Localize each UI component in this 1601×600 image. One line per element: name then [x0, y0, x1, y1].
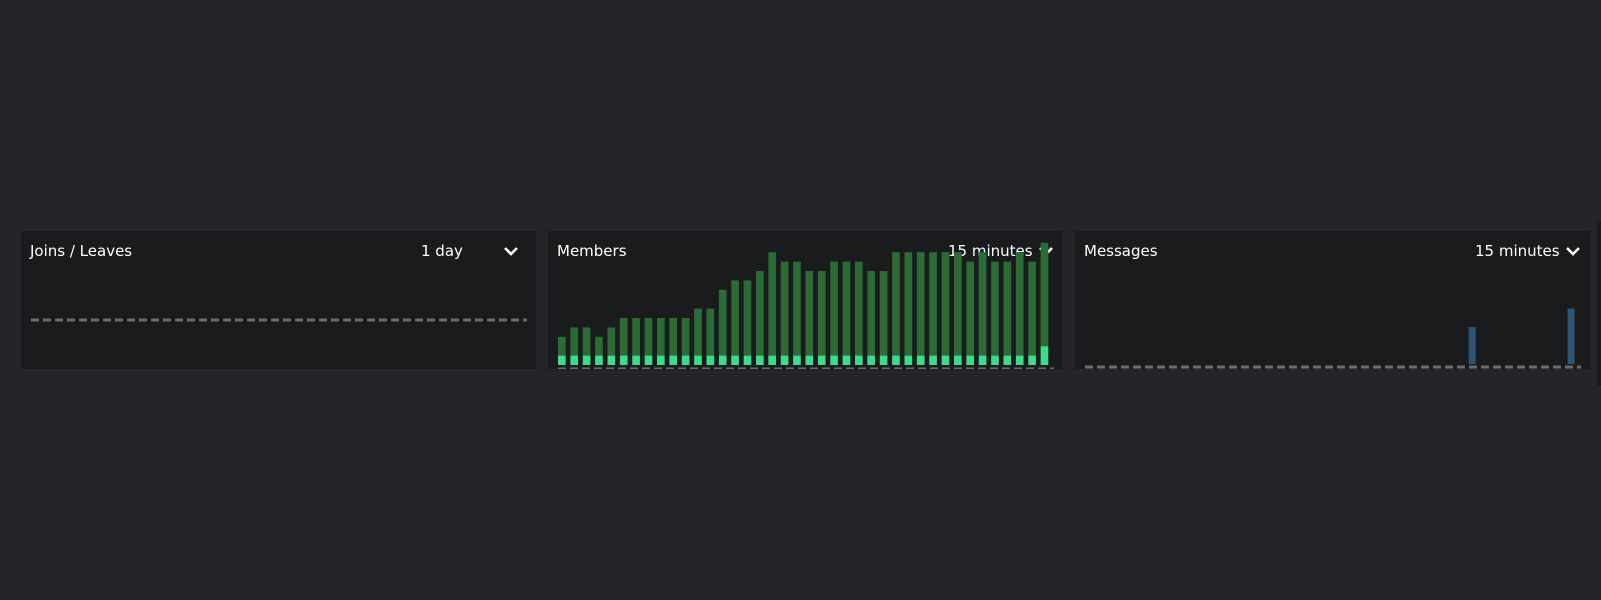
- members-bar-segment: [941, 355, 950, 365]
- members-bar: [657, 318, 665, 356]
- scrollbar-track[interactable]: [1597, 221, 1601, 386]
- members-bar-segment: [830, 355, 838, 365]
- time-range-selector[interactable]: 15 minutes: [948, 242, 1033, 260]
- messages-chart: [1085, 308, 1581, 369]
- members-bar: [817, 271, 826, 356]
- members-bar-segment: [694, 355, 702, 365]
- members-bar-segment: [1040, 346, 1049, 365]
- members-bar: [743, 280, 752, 356]
- members-bar: [706, 308, 715, 356]
- members-bar-segment: [842, 355, 851, 365]
- members-bar: [929, 252, 937, 356]
- messages-bar: [1468, 327, 1476, 364]
- joins-leaves-panel: Joins / Leaves 1 day: [21, 231, 536, 369]
- members-bar: [978, 252, 987, 356]
- time-range-selector[interactable]: 15 minutes: [1475, 242, 1560, 260]
- members-bar-segment: [966, 355, 975, 365]
- members-bar: [1028, 261, 1036, 356]
- chevron-down-icon[interactable]: [1565, 245, 1581, 257]
- members-bar: [681, 318, 690, 356]
- members-bar: [892, 252, 900, 356]
- members-bar-segment: [892, 355, 900, 365]
- members-bar: [595, 336, 603, 356]
- members-bar-segment: [619, 355, 628, 365]
- members-bar: [966, 261, 975, 356]
- members-bar: [867, 271, 876, 356]
- members-chart: [558, 242, 1054, 369]
- members-bar: [582, 327, 591, 356]
- members-panel: Members 15 minutes: [548, 231, 1062, 369]
- members-bar: [842, 261, 851, 356]
- members-bar-segment: [570, 355, 579, 365]
- members-bar-segment: [954, 355, 962, 365]
- members-bar: [768, 252, 777, 356]
- members-bar: [756, 271, 764, 356]
- members-bar: [1015, 252, 1024, 356]
- time-range-selector[interactable]: 1 day: [421, 242, 463, 260]
- members-bar: [941, 252, 950, 356]
- members-bar-segment: [978, 355, 987, 365]
- members-bar-segment: [756, 355, 764, 365]
- members-bar: [855, 261, 863, 356]
- members-bar-segment: [768, 355, 777, 365]
- members-bar: [607, 327, 616, 356]
- members-bar: [558, 336, 566, 356]
- members-bar-segment: [731, 355, 739, 365]
- members-bar: [916, 252, 925, 356]
- members-bar-segment: [817, 355, 826, 365]
- members-bar-segment: [793, 355, 801, 365]
- members-bar-segment: [743, 355, 752, 365]
- members-bar: [991, 261, 999, 356]
- members-bar-segment: [595, 355, 603, 365]
- joins-leaves-chart: [31, 318, 527, 322]
- members-bar-segment: [718, 355, 727, 365]
- members-bar: [904, 252, 913, 356]
- members-bar-segment: [582, 355, 591, 365]
- members-bar: [780, 261, 789, 356]
- members-bar-segment: [805, 355, 814, 365]
- members-bar-segment: [558, 355, 566, 365]
- members-bar-segment: [780, 355, 789, 365]
- members-bar: [694, 308, 702, 356]
- members-bar-segment: [644, 355, 653, 365]
- messages-bar: [1567, 308, 1575, 364]
- members-bar: [830, 261, 838, 356]
- members-bar: [793, 261, 801, 356]
- members-bar: [644, 318, 653, 356]
- members-bar-segment: [657, 355, 665, 365]
- members-bar-segment: [855, 355, 863, 365]
- members-bar-segment: [867, 355, 876, 365]
- members-bar-segment: [879, 355, 888, 365]
- members-bar-segment: [681, 355, 690, 365]
- members-bar: [731, 280, 739, 356]
- members-bar-segment: [632, 355, 640, 365]
- messages-panel: Messages 15 minutes: [1075, 231, 1590, 369]
- members-bar: [954, 252, 962, 356]
- members-bar-segment: [916, 355, 925, 365]
- members-bar: [879, 271, 888, 356]
- members-bar: [632, 318, 640, 356]
- members-bar: [669, 318, 678, 356]
- members-bar-segment: [1003, 355, 1012, 365]
- members-bar: [718, 289, 727, 356]
- members-bar: [805, 271, 814, 356]
- members-bar-segment: [1015, 355, 1024, 365]
- members-bar-segment: [991, 355, 999, 365]
- panel-title: Members: [557, 242, 627, 260]
- members-bar-segment: [929, 355, 937, 365]
- chevron-down-icon[interactable]: [503, 245, 519, 257]
- members-bar-segment: [706, 355, 715, 365]
- members-bar-segment: [1028, 355, 1036, 365]
- members-bar: [1040, 242, 1049, 347]
- panel-title: Messages: [1084, 242, 1158, 260]
- members-bar-segment: [607, 355, 616, 365]
- members-bar: [1003, 261, 1012, 356]
- members-bar-segment: [669, 355, 678, 365]
- members-bar-segment: [904, 355, 913, 365]
- members-bar: [570, 327, 579, 356]
- panel-title: Joins / Leaves: [30, 242, 133, 260]
- members-bar: [619, 318, 628, 356]
